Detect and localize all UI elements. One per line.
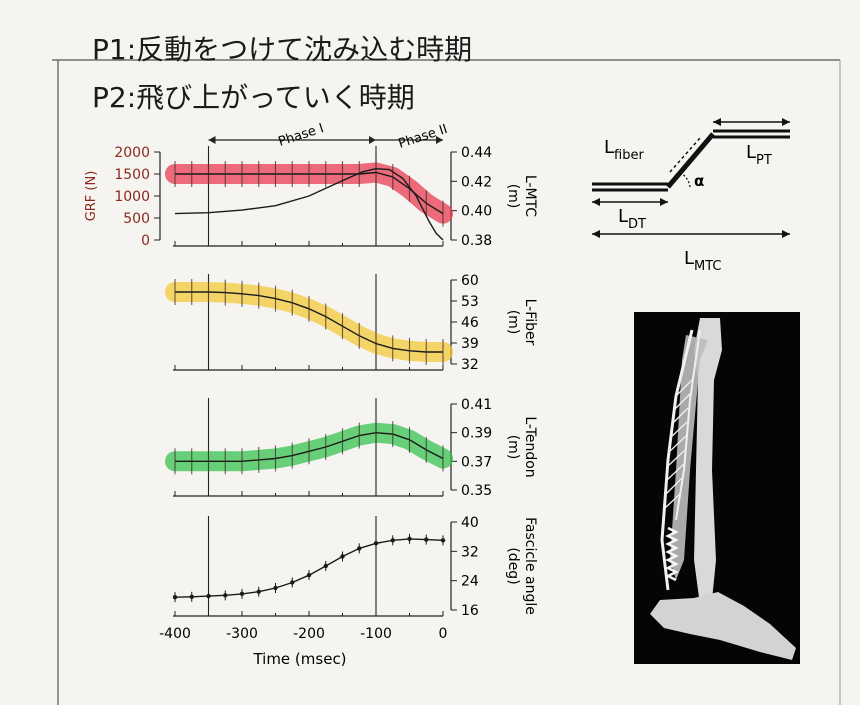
tendon-spring	[665, 526, 679, 582]
x-tick-label-4: 0	[439, 626, 448, 642]
right-tick-label-fascicle-2: 24	[461, 574, 479, 590]
left-tick-label-lmtc-1: 1500	[114, 167, 150, 183]
phase-label-2: Phase II	[397, 122, 450, 152]
right-axis-unit-lfiber: (m)	[505, 310, 521, 335]
right-tick-label-fascicle-1: 32	[461, 544, 479, 560]
right-tick-label-lmtc-0: 0.44	[461, 145, 492, 161]
x-tick-label-0: -400	[159, 626, 191, 642]
pt-dim-arrow-left	[713, 118, 721, 126]
point-fascicle-6	[273, 585, 278, 591]
fibula-bone	[670, 335, 708, 580]
right-tick-label-fascicle-3: 16	[461, 603, 479, 619]
point-fascicle-7	[290, 580, 295, 585]
right-axis-unit-lmtc: (m)	[505, 184, 521, 209]
right-axis-label-fascicle: Fascicle angle	[522, 517, 538, 615]
point-fascicle-10	[340, 554, 345, 559]
annotation-p2: P2:飛び上がっていく時期	[92, 81, 415, 114]
right-axis-title-lmtc: L-MTC(m)	[505, 175, 538, 217]
point-fascicle-4	[239, 591, 245, 597]
right-axis-label-ltendon: L-Tendon	[522, 416, 538, 477]
point-fascicle-8	[306, 572, 312, 578]
right-axis-unit-fascicle: (deg)	[505, 547, 521, 584]
x-tick-label-1: -300	[226, 626, 258, 642]
right-tick-label-lfiber-1: 53	[461, 294, 479, 310]
point-fascicle-12	[373, 541, 379, 546]
phase-label-1: Phase I	[277, 121, 326, 150]
alpha-label: α	[694, 172, 704, 190]
line-fascicle-0	[174, 538, 444, 598]
leg-photo	[634, 312, 800, 664]
right-axis-title-ltendon: L-Tendon(m)	[505, 416, 538, 477]
right-tick-label-ltendon-0: 0.41	[461, 397, 492, 413]
phase2-arrow-right	[436, 136, 443, 144]
right-axis-label-lmtc: L-MTC	[522, 175, 538, 217]
l-mtc-label: LMTC	[684, 248, 722, 274]
mtc-dim-arrow-left	[592, 230, 600, 238]
left-tick-label-lmtc-4: 0	[141, 233, 150, 249]
point-fascicle-11	[357, 546, 362, 551]
left-axis-title-lmtc: GRF (N)	[84, 171, 99, 222]
point-fascicle-5	[256, 589, 261, 594]
phase1-arrow-left	[208, 136, 216, 144]
x-tick-label-3: -100	[360, 626, 392, 642]
dt-dim-arrow-right	[660, 198, 668, 206]
l-fiber-label: Lfiber	[604, 137, 644, 163]
right-tick-label-lmtc-2: 0.40	[461, 204, 492, 220]
muscle-outline-front	[660, 329, 694, 591]
charts-group: 0.440.420.400.38L-MTC(m)2000150010005000…	[84, 121, 538, 668]
left-tick-label-lmtc-2: 1000	[114, 189, 150, 205]
point-fascicle-16	[440, 538, 446, 543]
dt-dim-arrow-left	[592, 198, 600, 206]
pt-dim-arrow-right	[782, 118, 790, 126]
point-fascicle-1	[189, 594, 194, 599]
right-tick-label-fascicle-0: 40	[461, 515, 479, 531]
l-dt-label: LDT	[618, 206, 646, 232]
right-tick-label-lfiber-4: 32	[461, 357, 479, 373]
l-pt-label: LPT	[746, 142, 772, 168]
x-axis-title: Time (msec)	[252, 650, 346, 668]
point-fascicle-14	[407, 536, 412, 542]
right-axis-title-lfiber: L-Fiber(m)	[505, 299, 538, 346]
point-fascicle-13	[390, 538, 395, 543]
line-lmtc-1	[174, 167, 444, 241]
right-tick-label-lfiber-3: 39	[461, 336, 479, 352]
point-fascicle-15	[424, 537, 429, 542]
right-axis-unit-ltendon: (m)	[505, 435, 521, 460]
x-tick-label-2: -200	[293, 626, 325, 642]
mtc-dim-arrow-right	[782, 230, 790, 238]
point-fascicle-9	[323, 563, 328, 569]
right-tick-label-lfiber-0: 60	[461, 273, 479, 289]
fiber-line	[666, 132, 715, 189]
right-tick-label-lmtc-1: 0.42	[461, 174, 492, 190]
right-axis-title-fascicle: Fascicle angle(deg)	[505, 517, 538, 615]
annotation-p1: P1:反動をつけて沈み込む時期	[92, 33, 473, 66]
right-tick-label-ltendon-2: 0.37	[461, 454, 492, 470]
left-tick-label-lmtc-0: 2000	[114, 145, 150, 161]
fiber-dim-line	[669, 137, 701, 173]
tibia-bone	[694, 318, 722, 605]
phase1-arrow-right	[369, 136, 376, 144]
right-tick-label-lfiber-2: 46	[461, 315, 479, 331]
point-fascicle-2	[206, 593, 211, 599]
left-tick-label-lmtc-3: 500	[123, 211, 150, 227]
right-axis-label-lfiber: L-Fiber	[522, 299, 538, 346]
right-tick-label-ltendon-3: 0.35	[461, 483, 492, 499]
point-fascicle-3	[223, 593, 228, 598]
right-tick-label-ltendon-1: 0.39	[461, 426, 492, 442]
foot-bones	[650, 592, 796, 660]
alpha-arc	[680, 172, 691, 188]
right-tick-label-lmtc-3: 0.38	[461, 233, 492, 249]
mtc-schematic: Lfiber LPT LDT LMTC α	[592, 118, 790, 274]
muscle-outline-back	[675, 329, 701, 521]
point-fascicle-0	[172, 594, 178, 600]
muscle-fibers	[664, 379, 693, 509]
